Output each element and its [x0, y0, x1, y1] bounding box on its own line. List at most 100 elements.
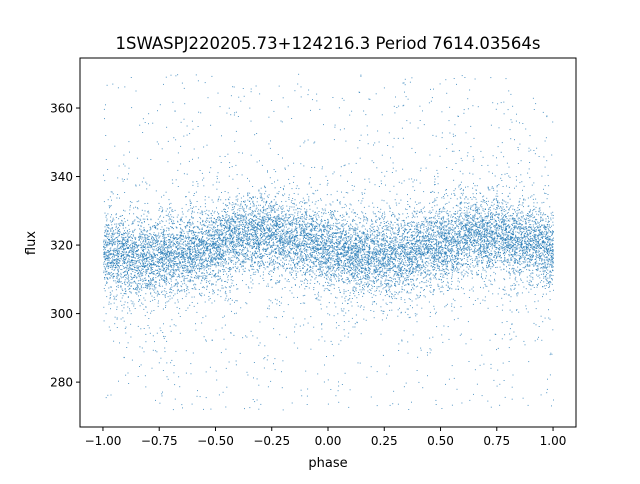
data-point — [536, 246, 538, 247]
data-point — [183, 264, 185, 266]
data-point — [535, 103, 537, 105]
data-point — [311, 234, 313, 236]
data-point — [283, 220, 285, 222]
data-point — [491, 212, 493, 214]
data-point — [191, 231, 193, 233]
data-point — [286, 264, 287, 265]
data-point — [274, 256, 276, 258]
data-point — [152, 225, 154, 227]
data-point — [234, 245, 236, 247]
data-point — [547, 232, 549, 234]
data-point — [350, 242, 352, 244]
data-point — [315, 230, 317, 232]
data-point — [127, 252, 129, 254]
data-point — [215, 281, 217, 283]
data-point — [233, 252, 235, 254]
data-point — [511, 227, 513, 229]
data-point — [182, 253, 184, 255]
data-point — [142, 250, 143, 252]
data-point — [191, 263, 193, 265]
data-point — [357, 226, 359, 228]
data-point — [113, 273, 115, 275]
data-point — [291, 223, 293, 225]
data-point — [537, 285, 538, 286]
data-point — [226, 239, 228, 241]
data-point — [168, 222, 170, 224]
data-point — [181, 229, 183, 231]
data-point — [510, 285, 512, 287]
data-point — [129, 251, 130, 253]
data-point — [547, 264, 549, 266]
data-point — [492, 239, 494, 241]
data-point — [244, 220, 246, 222]
data-point — [386, 291, 388, 293]
data-point — [487, 235, 489, 237]
data-point — [485, 237, 487, 239]
data-point — [232, 237, 234, 239]
data-point — [409, 198, 411, 200]
data-point — [265, 261, 267, 263]
data-point — [405, 236, 407, 238]
data-point — [430, 349, 432, 351]
data-point — [493, 225, 495, 227]
data-point — [365, 319, 367, 321]
data-point — [122, 222, 124, 224]
data-point — [360, 202, 362, 204]
data-point — [385, 261, 386, 263]
data-point — [133, 254, 135, 256]
data-point — [505, 232, 507, 234]
data-point — [148, 256, 150, 258]
data-point — [338, 385, 340, 387]
data-point — [482, 249, 484, 250]
data-point — [213, 234, 215, 236]
data-point — [366, 261, 368, 263]
data-point — [512, 249, 514, 251]
data-point — [242, 207, 244, 209]
data-point — [148, 318, 150, 319]
data-point — [189, 278, 191, 280]
data-point — [355, 253, 357, 255]
data-point — [206, 249, 208, 251]
data-point — [362, 259, 364, 261]
data-point — [529, 239, 531, 241]
data-point — [427, 227, 429, 229]
data-point — [470, 146, 472, 148]
data-point — [248, 244, 250, 246]
data-point — [221, 327, 223, 329]
data-point — [451, 193, 452, 195]
data-point — [334, 249, 336, 251]
data-point — [144, 241, 146, 243]
data-point — [191, 261, 192, 263]
data-point — [300, 163, 302, 165]
data-point — [295, 273, 297, 274]
data-point — [403, 82, 405, 84]
data-point — [450, 244, 452, 246]
data-point — [385, 184, 386, 186]
data-point — [362, 295, 364, 297]
data-point — [233, 242, 234, 244]
data-point — [296, 240, 297, 242]
data-point — [151, 263, 152, 265]
data-point — [364, 262, 366, 263]
data-point — [350, 260, 352, 262]
data-point — [450, 228, 452, 230]
data-point — [177, 269, 179, 271]
data-point — [283, 224, 285, 226]
data-point — [279, 223, 281, 225]
data-point — [512, 242, 514, 244]
data-point — [205, 315, 207, 317]
data-point — [227, 215, 229, 217]
data-point — [509, 247, 511, 249]
data-point — [382, 234, 383, 235]
data-point — [121, 237, 123, 239]
data-point — [380, 276, 382, 278]
data-point — [421, 259, 423, 260]
data-point — [299, 216, 301, 218]
data-point — [330, 233, 332, 235]
data-point — [346, 283, 348, 285]
data-point — [539, 231, 540, 233]
data-point — [200, 244, 202, 246]
data-point — [251, 235, 253, 237]
data-point — [545, 293, 547, 295]
data-point — [121, 297, 123, 299]
